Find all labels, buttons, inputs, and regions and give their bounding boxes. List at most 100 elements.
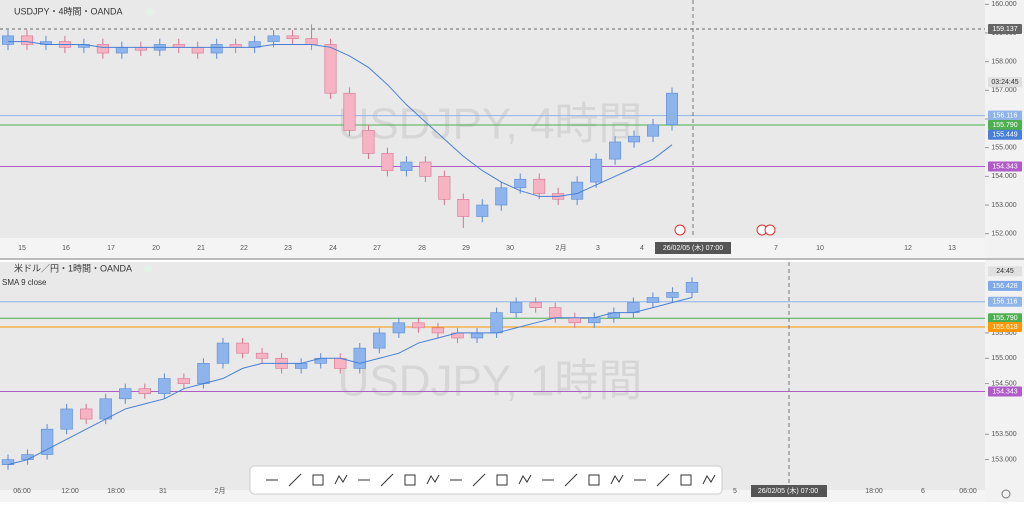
price-label-box (988, 321, 1022, 332)
toolbar-button[interactable] (656, 473, 670, 487)
candle-body (685, 281, 699, 293)
event-flag[interactable] (674, 224, 686, 236)
candle-body (490, 312, 503, 334)
toolbar-bg (249, 465, 723, 495)
drawing-toolbar (249, 465, 723, 495)
candle-body (666, 92, 678, 126)
x-tick-label: 26/02/05 (木) 07:00 (758, 486, 818, 495)
candle-body (99, 398, 112, 420)
x-tick-label: 12:00 (61, 488, 79, 495)
toolbar-button[interactable] (588, 474, 600, 486)
candle-body (470, 332, 484, 339)
price-label-box (988, 161, 1022, 172)
x-tick-label: 31 (159, 488, 167, 495)
x-tick-label: 28 (418, 245, 426, 252)
icon (656, 473, 670, 487)
y-tick-label: 155.500 (991, 330, 1016, 337)
candle-body (533, 178, 546, 194)
price-label: 156.428 (992, 283, 1017, 290)
candle-body (431, 327, 445, 334)
y-tick-label: 155.000 (991, 145, 1016, 152)
x-tick-label: 2月 (556, 244, 567, 252)
indicator-label: SMA 9 close (2, 278, 47, 287)
icon (334, 474, 348, 485)
toolbar-button[interactable] (312, 474, 324, 486)
x-tick-label: 29 (462, 245, 470, 252)
candle-body (343, 92, 356, 131)
x-tick-label: 06:00 (959, 488, 977, 495)
toolbar-button[interactable] (702, 474, 716, 485)
candle-body (267, 35, 280, 42)
x-tick-label: 17 (107, 245, 115, 252)
icon (518, 474, 532, 485)
toolbar-button[interactable] (380, 473, 394, 487)
candle-body (119, 388, 132, 400)
y-tick-label: 153.000 (991, 456, 1016, 463)
x-tick-label: 22 (240, 245, 248, 252)
icon (312, 474, 324, 486)
price-label-box (988, 280, 1022, 291)
candle-body (96, 44, 109, 54)
watermark: USDJPY, 4時間 (338, 100, 643, 149)
icon (288, 473, 302, 487)
candle-body (373, 332, 386, 349)
candle-body (549, 307, 562, 319)
time-axis (0, 490, 985, 502)
x-tick-label: 12 (904, 245, 912, 252)
toolbar-button[interactable] (564, 473, 578, 487)
icon (472, 473, 486, 487)
x-tick-label: 4 (640, 245, 644, 252)
x-tick-label: 21 (197, 245, 205, 252)
toolbar-button[interactable] (334, 474, 348, 485)
x-tick-label: 13 (948, 245, 956, 252)
toolbar-button[interactable] (496, 474, 508, 486)
price-label: 155.449 (992, 132, 1017, 139)
candle-body (305, 38, 318, 45)
candle-body (588, 317, 601, 324)
x-tick-label: 23 (284, 245, 292, 252)
icon (426, 474, 440, 485)
y-tick-label: 152.000 (991, 231, 1016, 238)
candle-body (158, 378, 171, 395)
candle-body (568, 317, 581, 324)
y-tick-label: 158.000 (991, 58, 1016, 65)
price-label: 154.343 (992, 388, 1017, 395)
chart-title: USDJPY・4時間・OANDA (14, 6, 123, 16)
countdown-box (988, 77, 1022, 88)
x-tick-label: 06:00 (13, 488, 31, 495)
candle-body (476, 204, 489, 217)
time-axis (0, 238, 985, 258)
toolbar-button[interactable] (472, 473, 486, 487)
candle-body (60, 408, 73, 430)
toolbar-button[interactable] (610, 474, 624, 485)
x-tick-label: 5 (733, 488, 737, 495)
price-axis (985, 0, 1024, 502)
countdown: 24:45 (996, 268, 1014, 275)
icon (404, 474, 416, 486)
crosshair-time-box (751, 485, 827, 497)
toolbar-button[interactable] (288, 473, 302, 487)
settings[interactable] (1001, 489, 1011, 499)
toolbar-button[interactable] (518, 474, 532, 485)
candle-body (438, 176, 451, 200)
toolbar-button[interactable] (426, 474, 440, 485)
x-tick-label: 3 (596, 245, 600, 252)
price-label: 154.343 (992, 163, 1017, 170)
candle-body (80, 408, 93, 420)
candle-body (609, 141, 622, 160)
toolbar-button[interactable] (680, 474, 692, 486)
price-label-box (988, 296, 1022, 307)
candle-body (647, 124, 660, 137)
chart-title: 米ドル／円・1時間・OANDA (14, 262, 132, 273)
status-dot (144, 265, 152, 273)
x-tick-label: 18:00 (107, 488, 125, 495)
candle-body (294, 363, 308, 369)
toolbar-button[interactable] (404, 474, 416, 486)
candle-body (40, 428, 54, 455)
candle-body (509, 302, 523, 313)
event-flag[interactable] (764, 224, 776, 236)
candle-body (362, 130, 375, 154)
y-tick-label: 154.000 (991, 173, 1016, 180)
x-tick-label: 27 (373, 245, 381, 252)
price-label: 155.618 (992, 324, 1017, 331)
